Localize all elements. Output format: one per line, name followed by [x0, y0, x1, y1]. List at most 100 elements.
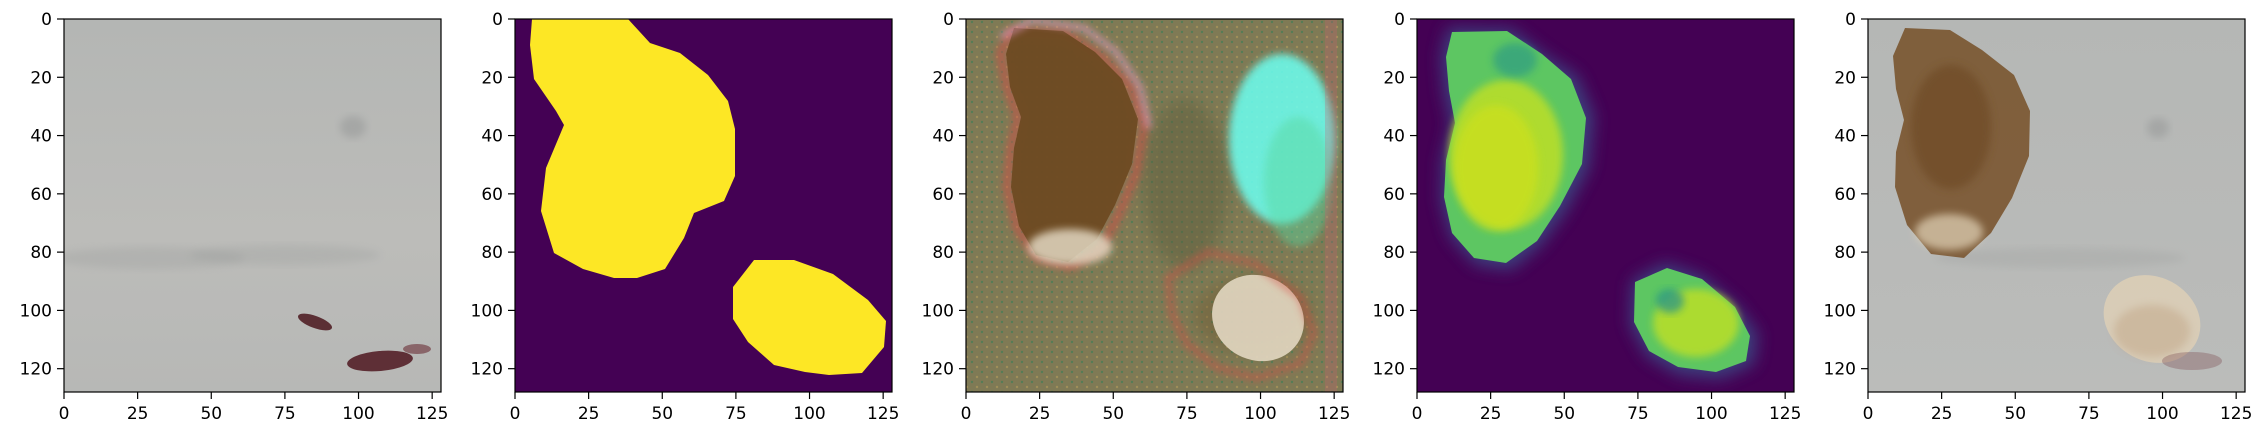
panel-3-upper-highlight — [1028, 229, 1112, 265]
panel-3-outer-halo — [995, 27, 1149, 272]
y-tick-label: 100 — [20, 301, 52, 321]
panel-1-frame — [63, 18, 442, 393]
y-tick-label: 80 — [481, 243, 503, 263]
x-tick-label: 50 — [200, 404, 222, 424]
panel-2-mask-blob-upper — [530, 19, 735, 278]
x-tick-label: 25 — [1931, 404, 1953, 424]
panel-2-image — [515, 19, 892, 392]
panel-5-upper-dark-core — [1911, 65, 1991, 189]
y-tick-label: 80 — [1383, 243, 1405, 263]
x-tick-label: 75 — [1176, 404, 1198, 424]
panel-3-frame — [965, 18, 1344, 393]
x-tick-label: 75 — [725, 404, 747, 424]
panel-generated-rgb: 0 25 50 75 100 125 0 20 40 60 80 100 120 — [922, 10, 1351, 424]
y-tick-label: 0 — [1845, 10, 1856, 30]
panel-3-ticks: 0 25 50 75 100 125 0 20 40 60 80 100 120 — [922, 10, 1351, 424]
panel-3-lower-cream-blob — [1212, 274, 1304, 362]
panel-2-mask-blob-lower — [733, 260, 886, 375]
panel-3-image — [966, 19, 1343, 392]
panel-1-stain-small — [297, 313, 333, 331]
y-tick-label: 0 — [41, 10, 52, 30]
y-tick-label: 100 — [1824, 301, 1856, 321]
panel-1-gray-smudge — [340, 116, 366, 138]
panel-3-lower-halo — [1164, 248, 1318, 382]
y-tick-label: 40 — [1383, 127, 1405, 147]
y-tick-label: 100 — [922, 301, 954, 321]
x-tick-label: 100 — [342, 404, 374, 424]
y-tick-label: 60 — [932, 185, 954, 205]
panel-ground-truth-mask: 0 25 50 75 100 125 0 20 40 60 80 100 120 — [471, 10, 900, 424]
y-tick-label: 40 — [1834, 127, 1856, 147]
y-tick-label: 120 — [922, 360, 954, 380]
y-tick-label: 60 — [481, 185, 503, 205]
x-tick-label: 100 — [1244, 404, 1276, 424]
panel-1-stain-large — [347, 350, 413, 372]
panel-5-gray-smudge — [2147, 118, 2169, 138]
x-tick-label: 50 — [2004, 404, 2026, 424]
panel-overlay: 0 25 50 75 100 125 0 20 40 60 80 100 120 — [1824, 10, 2253, 424]
panel-5-frame — [1867, 18, 2246, 393]
y-tick-label: 60 — [1834, 185, 1856, 205]
panel-2-ticks: 0 25 50 75 100 125 0 20 40 60 80 100 120 — [471, 10, 900, 424]
panel-1-gray-streak-center — [190, 245, 380, 265]
y-tick-label: 80 — [932, 243, 954, 263]
y-tick-label: 0 — [1394, 10, 1405, 30]
panel-1-ticks: 0 25 50 75 100 125 0 20 40 60 80 100 120 — [20, 10, 449, 424]
y-tick-label: 20 — [30, 68, 52, 88]
y-tick-label: 60 — [1383, 185, 1405, 205]
x-tick-label: 0 — [1412, 404, 1423, 424]
panel-input-photo: 0 25 50 75 100 125 0 20 40 60 80 100 120 — [20, 10, 449, 424]
x-tick-label: 50 — [1553, 404, 1575, 424]
x-tick-label: 125 — [1769, 404, 1801, 424]
y-tick-label: 40 — [30, 127, 52, 147]
y-tick-label: 120 — [471, 360, 503, 380]
panel-3-dark-right-band — [1143, 99, 1227, 269]
x-tick-label: 100 — [793, 404, 825, 424]
y-tick-label: 20 — [932, 68, 954, 88]
panel-5-lower-stain — [2162, 352, 2222, 370]
panel-predicted-mask: 0 25 50 75 100 125 0 20 40 60 80 100 120 — [1373, 10, 1802, 424]
x-tick-label: 0 — [1863, 404, 1874, 424]
y-tick-label: 20 — [481, 68, 503, 88]
x-tick-label: 25 — [127, 404, 149, 424]
y-tick-label: 80 — [1834, 243, 1856, 263]
panel-5-lower-shadow — [2114, 305, 2190, 357]
x-tick-label: 50 — [651, 404, 673, 424]
y-tick-label: 40 — [481, 127, 503, 147]
x-tick-label: 25 — [1480, 404, 1502, 424]
y-tick-label: 100 — [1373, 301, 1405, 321]
x-tick-label: 25 — [1029, 404, 1051, 424]
x-tick-label: 25 — [578, 404, 600, 424]
x-tick-label: 125 — [416, 404, 448, 424]
panel-4-lower-teal-spot — [1656, 289, 1684, 313]
panel-5-image — [1868, 19, 2245, 392]
panel-3-pink-ring — [999, 19, 1152, 129]
panel-5-upper-light-edge — [1915, 214, 1983, 250]
x-tick-label: 125 — [867, 404, 899, 424]
panel-4-ticks: 0 25 50 75 100 125 0 20 40 60 80 100 120 — [1373, 10, 1802, 424]
x-tick-label: 75 — [2078, 404, 2100, 424]
x-tick-label: 0 — [961, 404, 972, 424]
panel-1-background — [64, 19, 441, 392]
x-tick-label: 100 — [2146, 404, 2178, 424]
x-tick-label: 50 — [1102, 404, 1124, 424]
y-tick-label: 120 — [20, 360, 52, 380]
y-tick-label: 80 — [30, 243, 52, 263]
panel-4-image — [1417, 19, 1794, 392]
y-tick-label: 0 — [943, 10, 954, 30]
x-tick-label: 125 — [2220, 404, 2252, 424]
x-tick-label: 125 — [1318, 404, 1350, 424]
panel-4-upper-teal-spot — [1493, 43, 1537, 77]
panel-5-ticks: 0 25 50 75 100 125 0 20 40 60 80 100 120 — [1824, 10, 2253, 424]
y-tick-label: 60 — [30, 185, 52, 205]
x-tick-label: 75 — [274, 404, 296, 424]
x-tick-label: 0 — [59, 404, 70, 424]
x-tick-label: 100 — [1695, 404, 1727, 424]
x-tick-label: 0 — [510, 404, 521, 424]
y-tick-label: 20 — [1834, 68, 1856, 88]
y-tick-label: 120 — [1824, 360, 1856, 380]
panel-4-frame — [1416, 18, 1795, 393]
panel-1-image — [64, 19, 441, 392]
panel-4-upper-core-2 — [1454, 105, 1538, 231]
